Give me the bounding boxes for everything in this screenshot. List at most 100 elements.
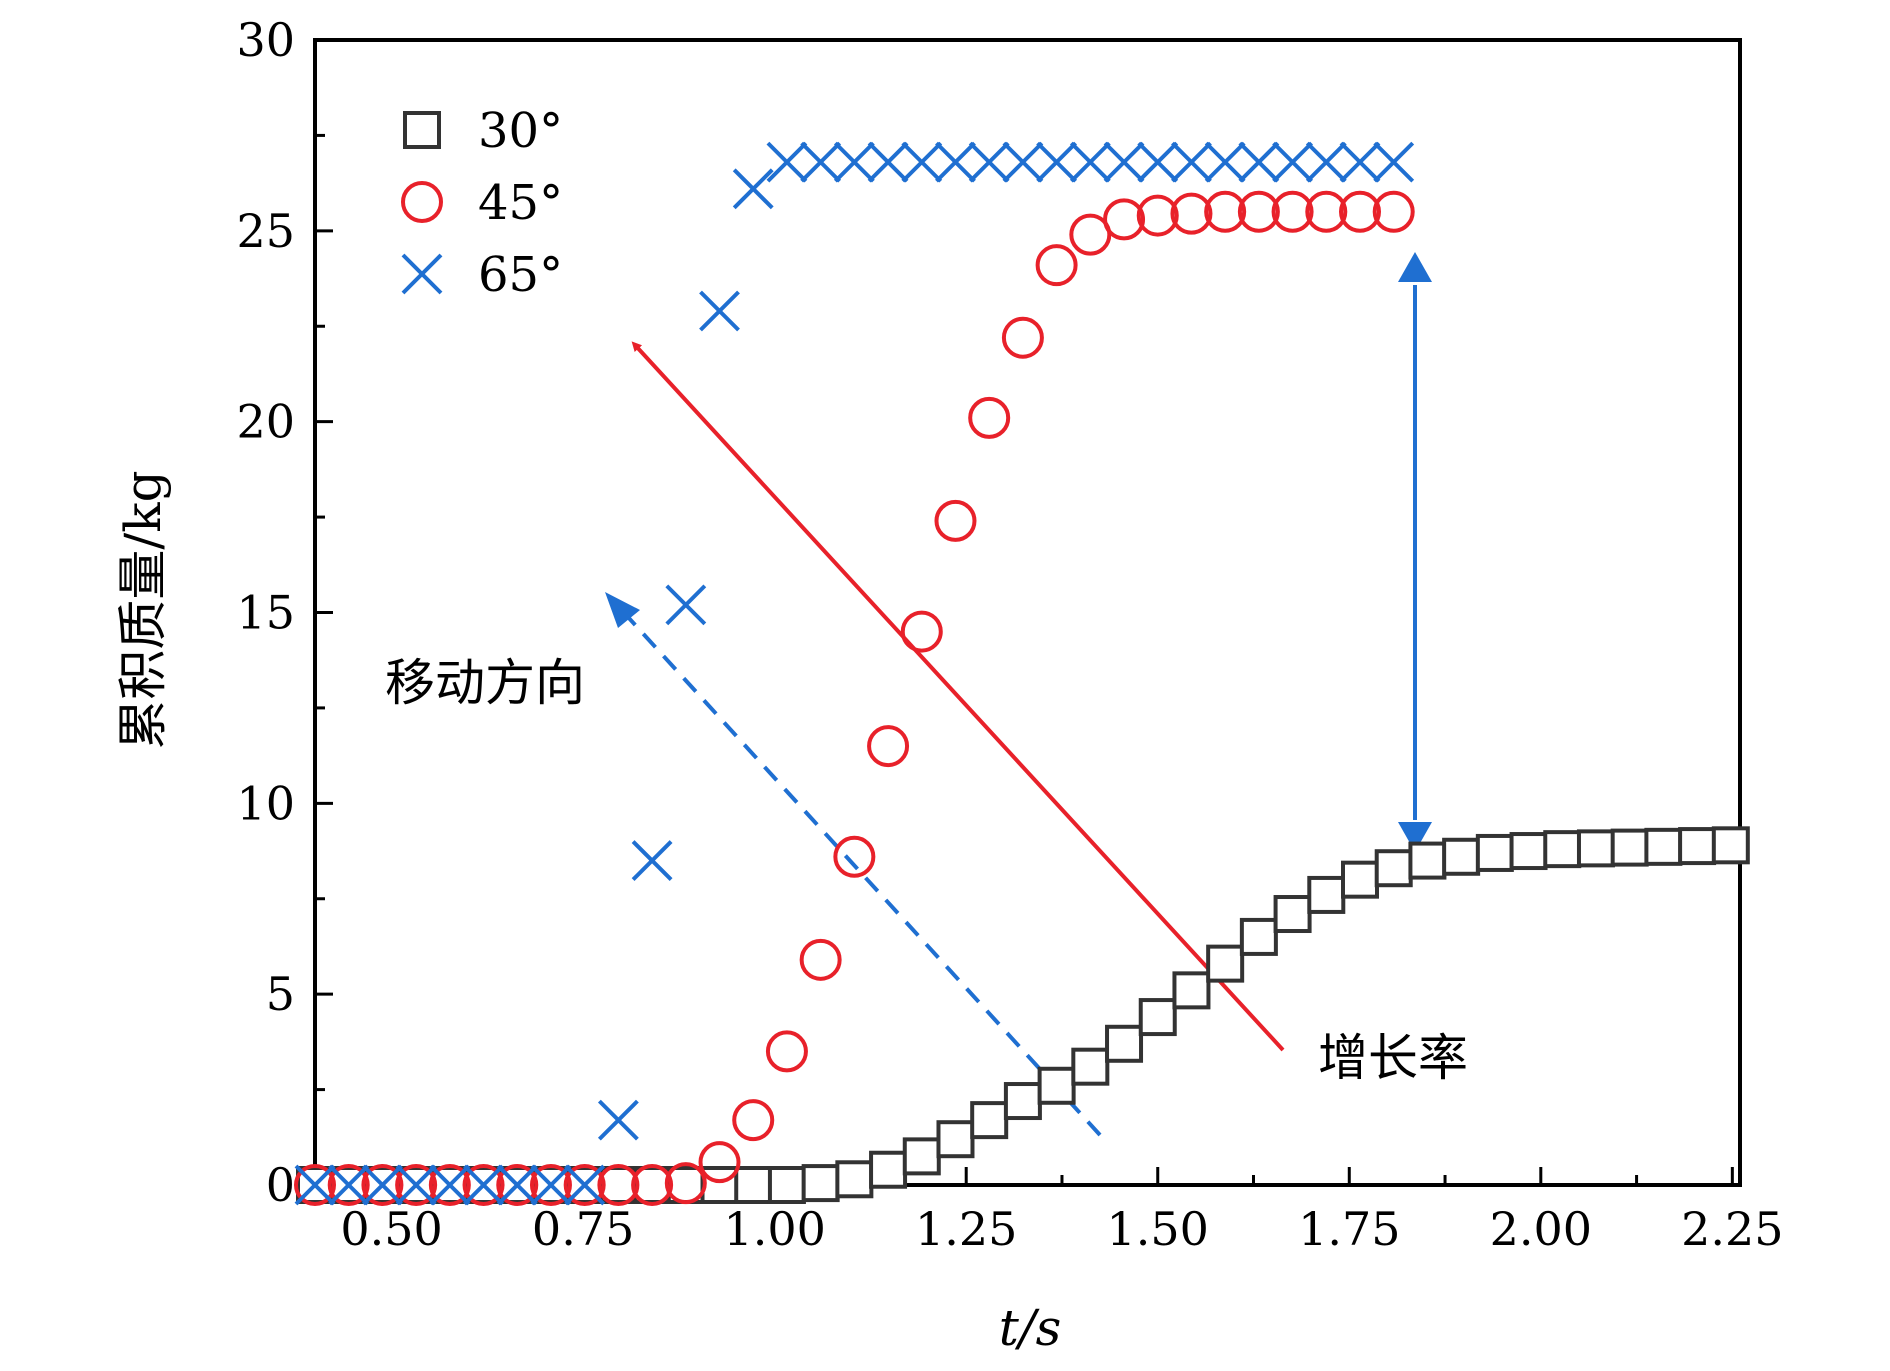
data-point-cross [463,1164,504,1206]
data-point-cross [1036,141,1078,183]
data-point-circle [563,1164,606,1206]
data-point-circle [631,1164,674,1206]
data-point-circle [395,1164,438,1206]
data-point-cross [294,1164,336,1206]
data-point-square [869,1150,908,1189]
data-point-circle [1136,194,1179,237]
data-point-square [1610,828,1649,867]
legend-label: 45° [478,175,563,231]
y-tick-label: 30 [236,13,295,67]
data-point-cross [800,141,842,183]
data-point-cross [1171,141,1212,183]
legend-marker-square [403,111,441,149]
x-tick-label: 1.75 [1298,1202,1400,1256]
y-tick-label: 0 [266,1158,295,1212]
data-point-square [1037,1066,1076,1105]
data-point-circle [1204,190,1247,233]
data-point-circle [934,499,977,542]
data-point-cross [732,168,774,210]
data-point-square [1678,827,1717,866]
y-tick-label: 10 [236,776,295,830]
data-point-circle [867,725,910,768]
data-point-square [1374,849,1413,888]
data-point-circle [732,1099,775,1142]
legend-label: 30° [478,103,563,159]
data-point-cross [1373,141,1415,183]
data-point-square [1475,833,1514,872]
x-tick-label: 1.50 [1107,1202,1209,1256]
data-marks-layer [294,141,1750,1206]
data-point-cross [530,1164,572,1206]
growth-rate-arrow [631,341,1285,1052]
data-point-cross [901,141,943,183]
data-point-square [902,1137,941,1176]
axes-layer: 0.50 0.75 1.00 1.25 1.50 1.75 2.00 2.25 0 5 10 15 20… [236,13,1783,1256]
data-point-square [936,1120,975,1159]
data-point-cross [1103,141,1145,183]
y-tick-label: 25 [236,204,295,258]
direction-annotation: 移动方向 [385,654,585,712]
data-point-circle [294,1164,336,1206]
data-point-circle [597,1164,640,1206]
data-point-circle [799,938,842,981]
data-point-cross [395,1164,437,1206]
x-tick-label: 2.00 [1490,1202,1592,1256]
data-point-cross [362,1164,403,1206]
data-point-circle [1035,244,1078,287]
data-point-cross [1002,141,1044,183]
annotation-layer [605,252,1432,1137]
data-point-cross [1339,141,1381,183]
data-point-square [1711,826,1750,865]
data-point-square [970,1101,1009,1140]
data-point-square [1408,841,1447,880]
x-tick-label: 2.25 [1681,1202,1783,1256]
data-point-square [1172,971,1211,1010]
data-point-cross [935,141,976,183]
legend-label: 65° [478,247,563,303]
data-point-cross [631,840,673,881]
data-point-circle [765,1030,808,1073]
data-point-square [1341,860,1379,899]
legend: 30° 45° 65° [401,103,563,303]
data-point-circle [529,1164,572,1206]
data-point-square [1239,917,1278,956]
data-point-cross [496,1164,538,1206]
y-axis-label: 累积质量/kg [114,470,172,749]
data-point-cross [699,290,740,332]
legend-marker-circle [401,181,443,223]
data-point-square [1442,837,1481,876]
data-point-square [1644,827,1683,866]
data-point-cross [1204,141,1246,183]
legend-marker-cross [401,253,443,295]
data-point-circle [833,835,876,878]
data-point-square [767,1166,806,1204]
y-tick-label: 20 [236,395,295,449]
data-point-circle [428,1164,471,1206]
data-point-circle [1001,316,1044,359]
data-point-square [1071,1047,1110,1086]
data-point-cross [968,141,1010,183]
data-point-square [801,1164,840,1203]
data-point-square [1576,829,1615,868]
data-point-cross [429,1164,471,1206]
data-point-square [1307,875,1346,914]
direction-arrowhead [605,592,640,628]
difference-arrowhead-top [1398,252,1432,282]
data-point-square [1138,998,1177,1037]
data-point-circle [361,1164,404,1206]
data-point-circle [698,1141,741,1184]
data-point-cross [597,1099,639,1141]
data-point-square [1105,1024,1144,1063]
data-point-cross [1137,141,1179,183]
x-tick-label: 0.50 [340,1202,442,1256]
data-point-circle [1372,190,1415,233]
data-point-square [734,1166,773,1204]
x-axis-label: t/s [999,1299,1062,1357]
data-point-square [1273,895,1312,934]
data-point-circle [1339,190,1381,233]
data-point-cross [833,141,875,183]
data-point-cross [1238,141,1280,183]
data-point-cross [328,1164,370,1206]
x-tick-label: 1.25 [915,1202,1017,1256]
